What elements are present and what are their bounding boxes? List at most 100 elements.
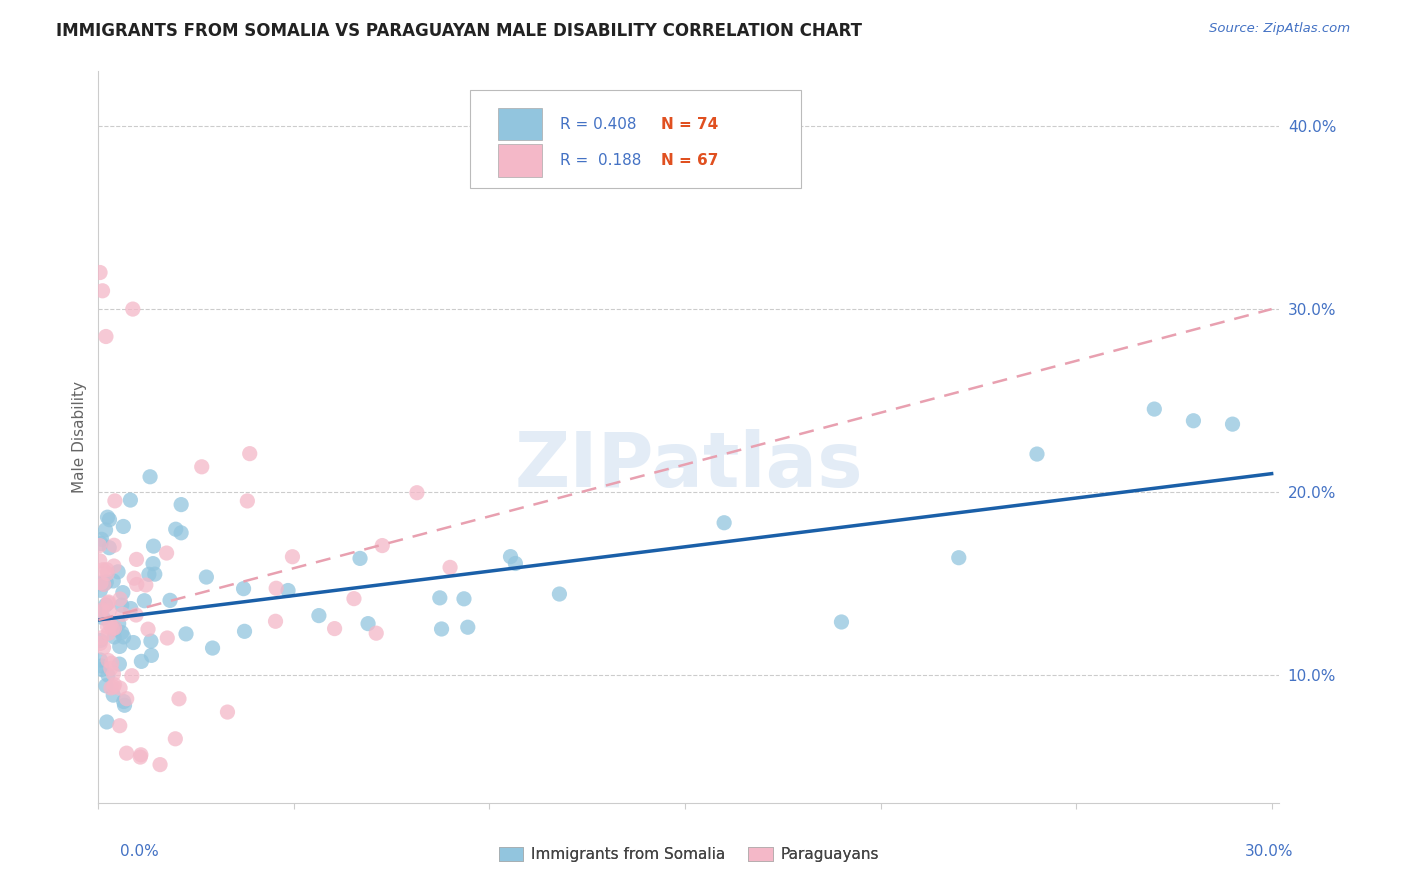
Point	[112, 519, 135, 533]
Point	[100, 656, 122, 670]
Point	[96, 510, 118, 524]
Point	[107, 616, 129, 631]
Point	[264, 581, 287, 595]
Point	[122, 635, 145, 649]
Point	[97, 595, 120, 609]
Point	[89, 605, 111, 619]
Point	[138, 567, 160, 582]
Point	[108, 640, 131, 654]
Point	[457, 620, 479, 634]
Point	[94, 598, 117, 612]
Point	[233, 624, 256, 639]
Text: 30.0%: 30.0%	[1246, 845, 1294, 859]
Point	[548, 587, 571, 601]
Point	[103, 538, 125, 552]
Point	[103, 559, 125, 574]
Point	[112, 694, 135, 708]
Point	[103, 574, 125, 588]
Point	[104, 622, 127, 636]
Point	[236, 494, 259, 508]
Point	[174, 627, 197, 641]
Text: N = 74: N = 74	[661, 117, 718, 131]
Point	[97, 653, 120, 667]
Point	[190, 459, 212, 474]
Point	[90, 631, 112, 645]
Point	[100, 681, 122, 695]
Y-axis label: Male Disability: Male Disability	[72, 381, 87, 493]
Point	[89, 606, 111, 620]
Point	[121, 669, 143, 683]
Point	[96, 714, 118, 729]
Point	[89, 576, 111, 591]
Point	[94, 523, 117, 537]
Point	[129, 750, 152, 764]
Point	[103, 621, 125, 635]
Point	[108, 592, 131, 607]
Point	[91, 603, 114, 617]
Point	[713, 516, 735, 530]
Point	[115, 691, 138, 706]
Point	[93, 640, 115, 655]
Point	[343, 591, 366, 606]
Point	[1143, 402, 1166, 417]
Point	[96, 575, 118, 590]
Point	[90, 659, 112, 673]
Point	[90, 575, 112, 590]
Point	[170, 525, 193, 540]
Point	[141, 648, 163, 663]
Point	[239, 447, 262, 461]
Point	[499, 549, 522, 564]
Point	[167, 691, 190, 706]
Point	[90, 533, 112, 547]
Point	[948, 550, 970, 565]
Point	[131, 654, 153, 668]
Point	[217, 705, 239, 719]
Point	[142, 557, 165, 571]
Point	[149, 757, 172, 772]
Point	[139, 634, 162, 648]
Point	[97, 596, 120, 610]
Point	[89, 633, 111, 648]
Point	[111, 585, 134, 599]
Point	[101, 622, 124, 636]
Point	[97, 626, 120, 640]
Point	[505, 557, 527, 571]
Point	[323, 622, 346, 636]
Point	[111, 598, 134, 612]
Point	[232, 582, 254, 596]
Point	[308, 608, 330, 623]
Point	[91, 563, 114, 577]
Point	[195, 570, 218, 584]
Point	[94, 679, 117, 693]
FancyBboxPatch shape	[471, 90, 801, 188]
Point	[115, 746, 138, 760]
Point	[103, 630, 125, 644]
Point	[1026, 447, 1049, 461]
Text: Source: ZipAtlas.com: Source: ZipAtlas.com	[1209, 22, 1350, 36]
Text: IMMIGRANTS FROM SOMALIA VS PARAGUAYAN MALE DISABILITY CORRELATION CHART: IMMIGRANTS FROM SOMALIA VS PARAGUAYAN MA…	[56, 22, 862, 40]
Point	[114, 698, 136, 713]
Point	[103, 667, 125, 681]
Point	[94, 329, 117, 343]
Point	[129, 747, 152, 762]
Point	[89, 554, 111, 568]
Point	[97, 668, 120, 682]
Point	[830, 615, 852, 629]
Point	[120, 493, 142, 508]
Point	[406, 485, 429, 500]
Point	[89, 266, 111, 280]
Point	[89, 583, 111, 598]
Point	[93, 577, 115, 591]
Point	[108, 719, 131, 733]
Point	[96, 563, 118, 577]
Point	[430, 622, 453, 636]
Point	[170, 498, 193, 512]
Point	[155, 546, 177, 560]
Point	[120, 601, 142, 615]
Point	[122, 571, 145, 585]
Point	[143, 567, 166, 582]
Point	[165, 522, 187, 536]
Point	[366, 626, 388, 640]
Legend: Immigrants from Somalia, Paraguayans: Immigrants from Somalia, Paraguayans	[494, 841, 884, 868]
Point	[108, 657, 131, 672]
